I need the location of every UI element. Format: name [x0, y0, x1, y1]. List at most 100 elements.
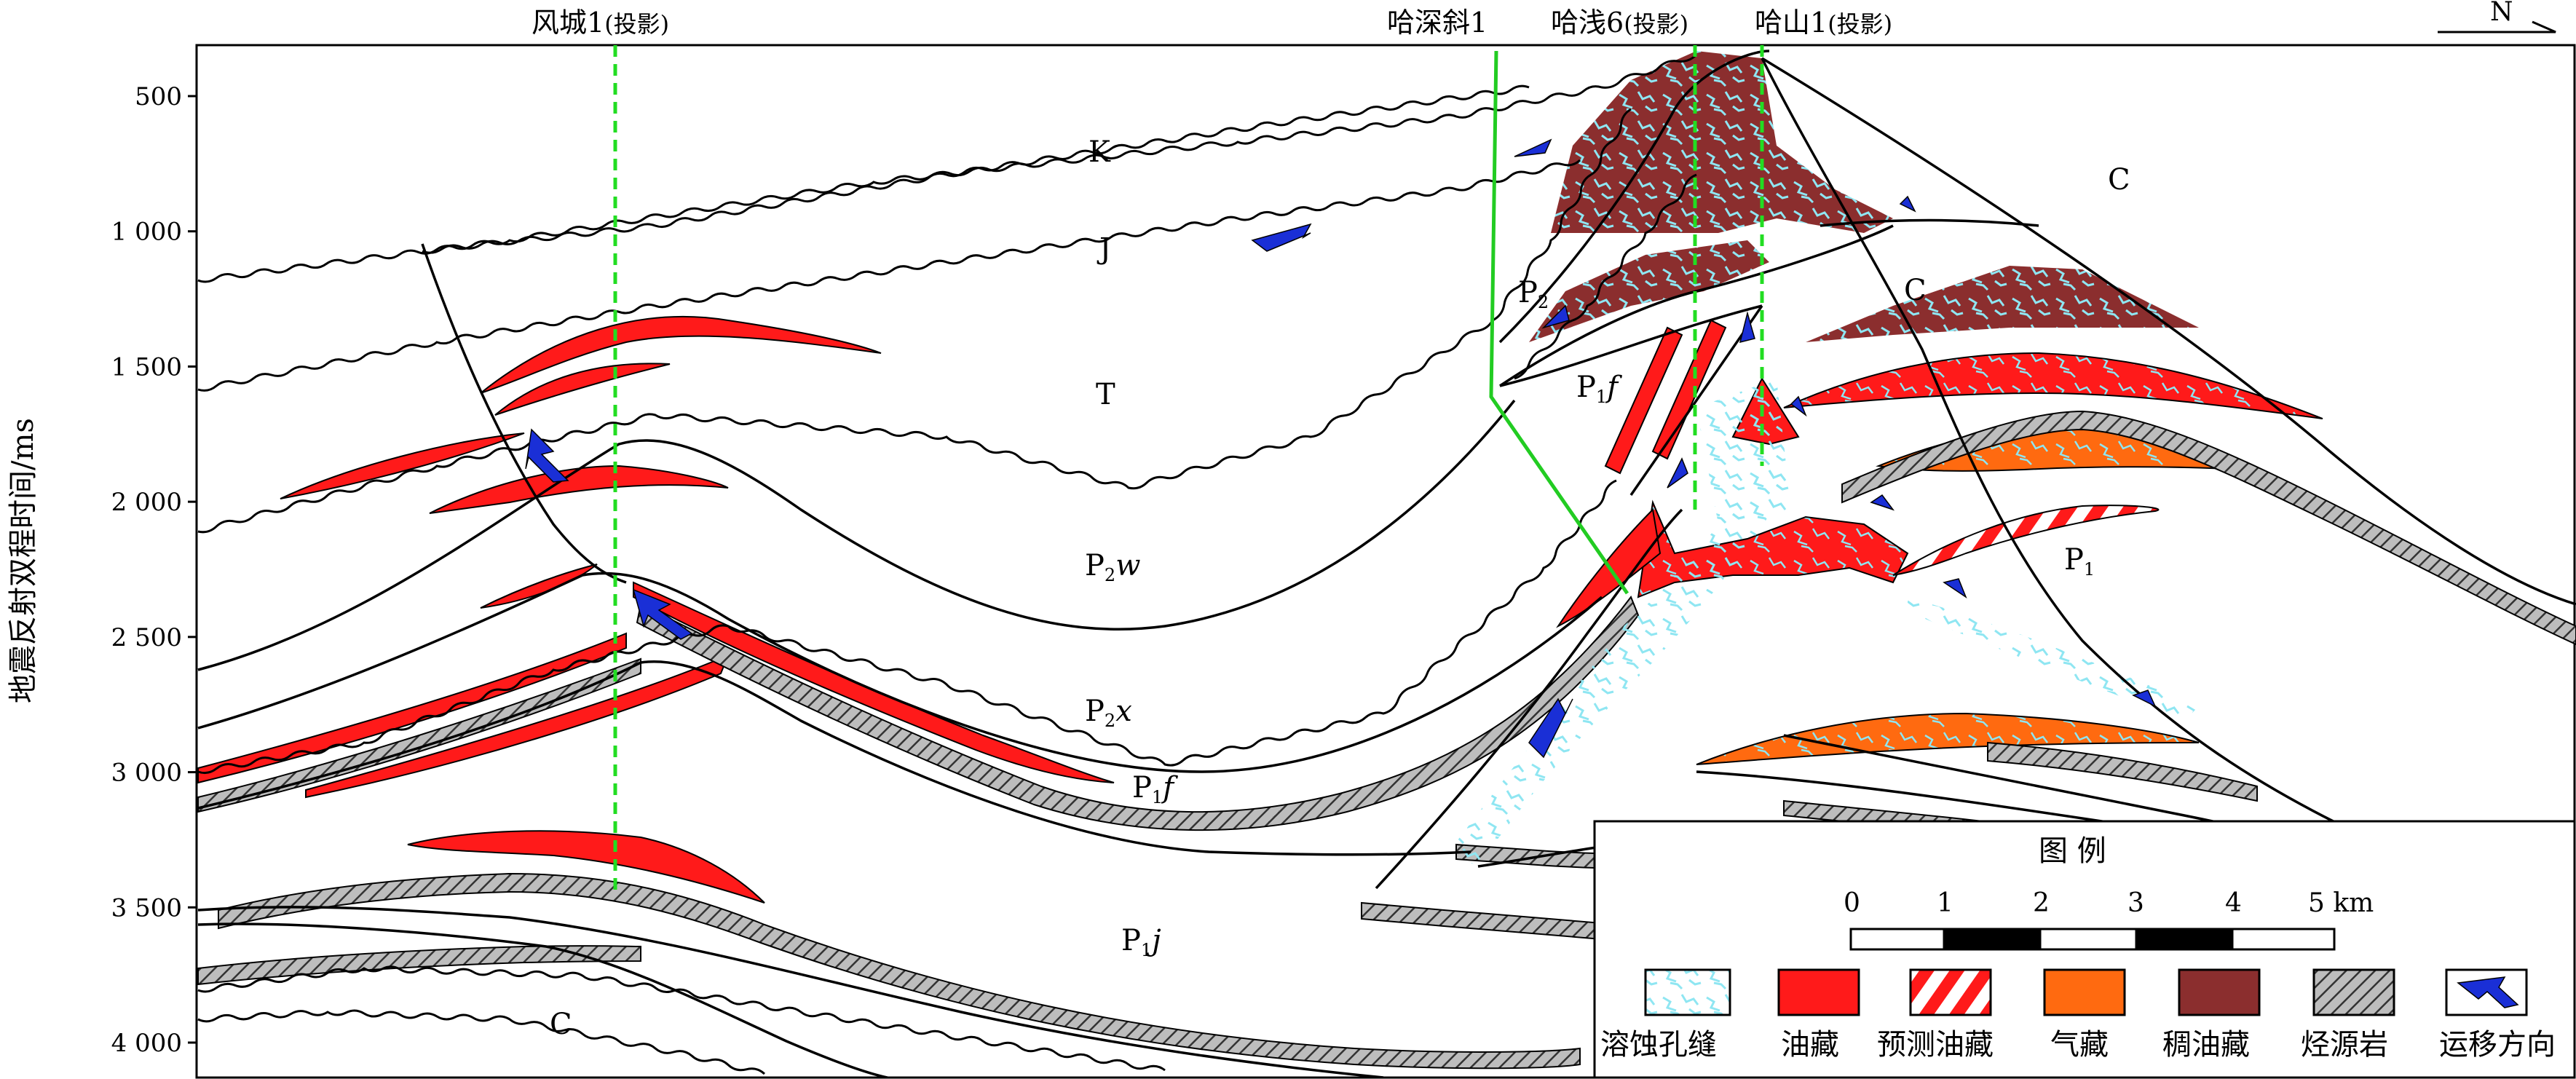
- oil-layer-left-7: [305, 654, 730, 799]
- fault-crest-3: [1629, 305, 1763, 496]
- y-tick-label: 1 000: [111, 218, 182, 247]
- legend-label-heavy-oil: 稠油藏: [2162, 1028, 2250, 1062]
- legend-label-migration: 运移方向: [2439, 1028, 2556, 1062]
- stratum-K: K: [1089, 135, 1111, 169]
- well-label-hashan1: 哈山1(投影): [1755, 7, 1892, 39]
- fracture-zone-crest: [1449, 466, 1791, 866]
- unconformity-6: [197, 965, 1166, 1072]
- source-rock-right-4: [1361, 901, 1603, 941]
- arrow-k: [1514, 138, 1552, 157]
- y-axis-label: 地震反射双程时间/ms: [7, 418, 40, 703]
- fault-crest-1: [1498, 50, 1770, 344]
- horizons: [197, 50, 2576, 1078]
- scale-seg-5: [2231, 928, 2336, 951]
- arrow-crest-1: [1739, 311, 1755, 344]
- y-tick-label: 1 500: [111, 352, 182, 382]
- arrow-right-2: [1870, 494, 1895, 511]
- fault-crest-right: [1761, 58, 2367, 839]
- oil-dike-2: [1651, 319, 1727, 460]
- scale-seg-2: [1943, 928, 2042, 951]
- legend-title: 图 例: [2039, 834, 2106, 868]
- stratum-J: J: [1097, 232, 1111, 266]
- arrow-left-2: [632, 588, 693, 640]
- scale-label-2: 2: [2033, 888, 2050, 918]
- migration-arrows: [525, 138, 2157, 759]
- source-rock-right-1: [1841, 410, 2576, 646]
- north-arrow-label: N: [2490, 0, 2513, 27]
- legend-swatch-gas: [2043, 968, 2126, 1016]
- well-labels: 风城1(投影) 哈深斜1 哈浅6(投影) 哈山1(投影): [532, 7, 1892, 39]
- fault-main-thrust: [1375, 508, 1683, 890]
- stratum-P2w: P2w: [1085, 549, 1140, 585]
- y-tick-label: 500: [135, 82, 182, 111]
- horizon-c-right: [1820, 218, 2039, 227]
- fault-c-p1-boundary: [1761, 57, 2576, 606]
- legend-label-predicted-oil: 预测油藏: [1877, 1028, 1994, 1062]
- scale-seg-1: [1849, 928, 1945, 951]
- scale-label-3: 3: [2127, 888, 2144, 918]
- y-axis: 500 1 000 1 500 2 000 2 500 3 000 3 500 4 000 地…: [7, 82, 197, 1058]
- legend-label-gas: 气藏: [2050, 1028, 2109, 1062]
- arrow-p2w: [1528, 697, 1573, 759]
- stratum-P1-right: P1: [2064, 543, 2095, 580]
- scale-seg-3: [2039, 928, 2138, 951]
- arrow-j: [1251, 223, 1312, 252]
- well-label-fengcheng1: 风城1(投影): [532, 7, 669, 39]
- horizon-p2w-top: [197, 399, 1516, 671]
- heavy-oil-zone-lower: [1529, 240, 1769, 342]
- scale-seg-4: [2135, 928, 2234, 951]
- arrow-left-1: [525, 428, 569, 483]
- legend: 图 例 0 1 2 3 4 5 km 溶蚀孔缝 油藏 预测油藏 气藏 稠油藏 烃…: [1593, 820, 2576, 1079]
- source-rock-right-2: [1987, 741, 2258, 802]
- legend-swatch-oil: [1777, 968, 1860, 1016]
- section-frame: [195, 44, 2576, 1079]
- borehole-hashenxie1: [1489, 50, 1629, 595]
- oil-layer-left-8: [633, 581, 1115, 783]
- scale-label-0: 0: [1844, 888, 1860, 918]
- heavy-oil-zone-right: [1806, 266, 2199, 342]
- unconformity-8: [1514, 173, 1697, 380]
- predicted-oil-layer: [1892, 505, 2160, 576]
- y-tick-label: 3 500: [111, 893, 182, 922]
- y-tick-label: 3 000: [111, 759, 182, 788]
- fault-left-listric: [421, 243, 627, 584]
- fracture-zone-shaft: [1696, 379, 1791, 524]
- scale-bar: 0 1 2 3 4 5 km: [1844, 888, 2374, 951]
- north-arrow: N: [2438, 0, 2556, 33]
- y-tick-label: 4 000: [111, 1029, 182, 1058]
- arrow-right-1: [1790, 395, 1807, 417]
- legend-swatch-heavy-oil: [2178, 968, 2261, 1016]
- stratum-P1j: P1j: [1121, 924, 1161, 960]
- scale-label-1: 1: [1937, 888, 1953, 918]
- legend-label-source-rock: 烃源岩: [2301, 1028, 2388, 1062]
- oil-lens-left-3: [280, 432, 525, 499]
- unconformity-3: [197, 108, 1632, 534]
- oil-lens-deep: [407, 830, 765, 904]
- unconformity-5: [422, 84, 1530, 254]
- oil-layer-left-6: [197, 632, 627, 784]
- oil-lens-left-4: [429, 465, 729, 514]
- stratum-C-left: C: [550, 1008, 572, 1041]
- heavy-oil-zone-top: [1551, 51, 1893, 233]
- oil-layer-right-1: [1783, 352, 2323, 419]
- y-tick-label: 2 500: [111, 623, 182, 652]
- arrow-right-4: [2132, 689, 2157, 708]
- arrow-right-3: [1943, 578, 1967, 598]
- scale-label-5: 5 km: [2308, 888, 2374, 918]
- stratum-P2-right: P2: [1518, 276, 1549, 312]
- horizon-c-top-left: [197, 922, 895, 1078]
- legend-swatch-source-rock: [2312, 968, 2395, 1016]
- unconformity-4: [197, 479, 1617, 775]
- stratum-P1f-right: P1f: [1576, 371, 1622, 407]
- unconformity-1: [197, 53, 1698, 283]
- stratum-C-right-top: C: [2108, 163, 2130, 197]
- fracture-zone-right: [1908, 597, 2199, 721]
- horizon-right-lower-2: [1696, 770, 2112, 824]
- oil-lens-left-1: [480, 315, 882, 394]
- north-arrow-icon: [2438, 20, 2556, 33]
- well-label-haqian6: 哈浅6(投影): [1551, 7, 1688, 39]
- legend-label-oil: 油藏: [1781, 1028, 1839, 1062]
- source-rock-left-1: [197, 657, 641, 813]
- legend-swatch-predicted-oil: [1909, 968, 1992, 1016]
- scale-label-4: 4: [2225, 888, 2242, 918]
